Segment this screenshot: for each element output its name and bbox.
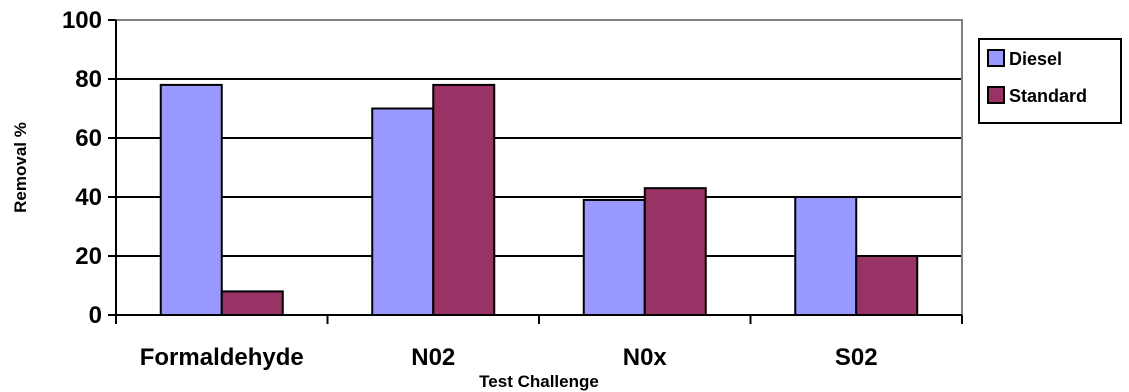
bar-standard-n0x	[643, 187, 707, 316]
x-axis-title: Test Challenge	[479, 372, 599, 391]
y-tick-label: 80	[75, 66, 102, 93]
bar-diesel-n0x	[582, 198, 646, 316]
x-category-label: N0x	[623, 344, 668, 371]
legend-label-diesel: Diesel	[1009, 49, 1062, 69]
legend-label-standard: Standard	[1009, 86, 1087, 106]
y-tick-label: 40	[75, 184, 102, 211]
x-category-label: Formaldehyde	[140, 344, 304, 371]
x-category-label: S02	[835, 344, 878, 371]
bar-diesel-n02	[371, 107, 435, 316]
y-tick-label: 100	[62, 7, 102, 34]
x-category-labels: Formaldehyde N02 N0x S02	[140, 344, 878, 371]
y-tick-label: 20	[75, 243, 102, 270]
bars	[159, 83, 919, 317]
x-category-label: N02	[411, 344, 455, 371]
bar-standard-s02	[855, 255, 919, 316]
y-tick-label: 60	[75, 125, 102, 152]
bar-diesel-s02	[794, 196, 858, 316]
bar-standard-formaldehyde	[220, 290, 284, 316]
bar-standard-n02	[432, 83, 496, 317]
y-tick-label: 0	[89, 302, 102, 329]
legend-swatch-standard	[987, 86, 1005, 104]
y-axis-title: Removal %	[11, 122, 30, 213]
y-tick-labels: 0 20 40 60 80 100	[62, 7, 102, 329]
axes	[108, 19, 963, 324]
bar-diesel-formaldehyde	[159, 83, 223, 317]
legend: Diesel Standard	[978, 38, 1122, 124]
legend-swatch-diesel	[987, 49, 1005, 67]
